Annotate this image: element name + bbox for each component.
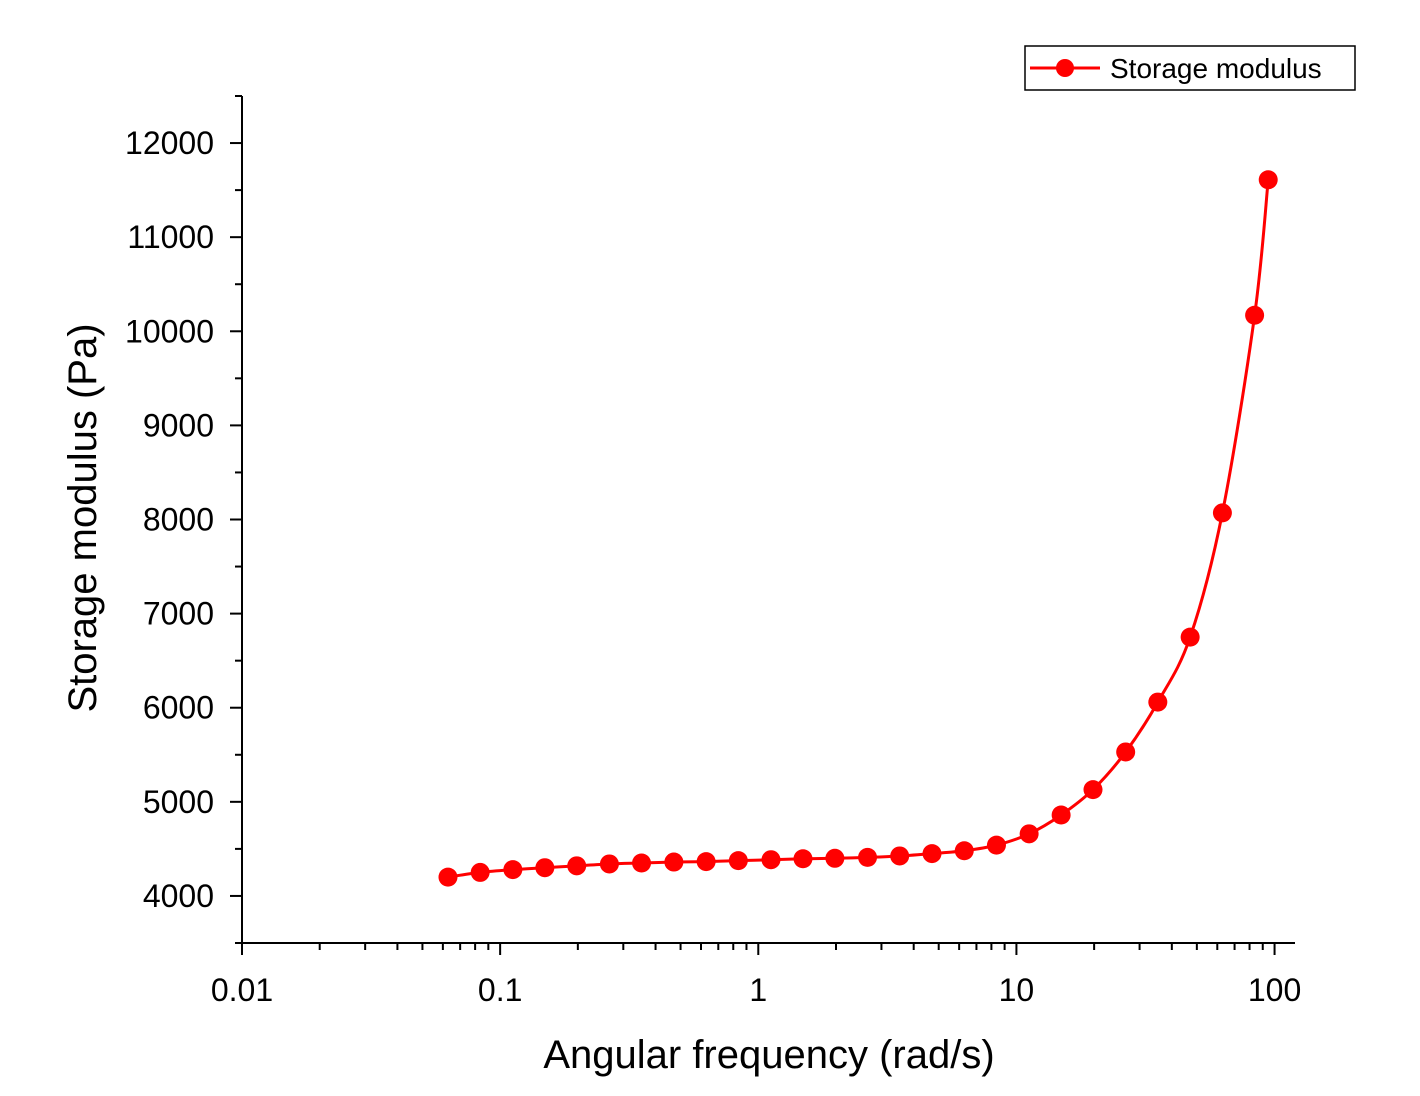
data-point bbox=[858, 847, 878, 867]
data-point bbox=[438, 867, 458, 887]
x-ticks: 0.01 0.1 1 10 100 bbox=[211, 943, 1301, 1008]
x-tick-label: 0.1 bbox=[478, 972, 522, 1008]
y-tick-label: 10000 bbox=[125, 313, 214, 349]
data-point bbox=[599, 854, 619, 874]
data-point bbox=[696, 852, 716, 872]
y-tick-label: 12000 bbox=[125, 125, 214, 161]
y-tick-label: 8000 bbox=[143, 502, 214, 538]
data-point bbox=[503, 860, 523, 880]
series-line bbox=[447, 179, 1270, 879]
data-point bbox=[535, 858, 555, 878]
data-point bbox=[761, 850, 781, 870]
data-point bbox=[890, 846, 910, 866]
x-tick-label: 10 bbox=[999, 972, 1035, 1008]
y-ticks: 4000 5000 6000 7000 8000 9000 10000 11000 12000 bbox=[125, 95, 242, 944]
y-tick-label: 6000 bbox=[143, 690, 214, 726]
x-tick-label: 0.01 bbox=[211, 972, 273, 1008]
legend-label: Storage modulus bbox=[1110, 53, 1322, 84]
x-tick-label: 100 bbox=[1248, 972, 1301, 1008]
x-axis-title: Angular frequency (rad/s) bbox=[543, 1033, 994, 1077]
legend: Storage modulus bbox=[1024, 45, 1356, 91]
data-point bbox=[922, 844, 942, 864]
axes bbox=[241, 96, 1295, 944]
data-point bbox=[1148, 692, 1168, 712]
data-point bbox=[664, 852, 684, 872]
data-point bbox=[1116, 742, 1136, 762]
data-point bbox=[728, 851, 748, 871]
y-tick-label: 4000 bbox=[143, 878, 214, 914]
x-tick-label: 1 bbox=[749, 972, 767, 1008]
data-point bbox=[1019, 824, 1039, 844]
data-point bbox=[1245, 305, 1265, 325]
data-point bbox=[1051, 805, 1071, 825]
y-tick-label: 9000 bbox=[143, 407, 214, 443]
y-tick-label: 5000 bbox=[143, 784, 214, 820]
data-point bbox=[986, 835, 1006, 855]
data-point bbox=[1180, 627, 1200, 647]
data-point bbox=[470, 862, 490, 882]
data-point bbox=[1258, 170, 1278, 190]
series-layer bbox=[438, 170, 1278, 887]
data-point bbox=[1212, 503, 1232, 523]
data-point bbox=[632, 853, 652, 873]
data-point bbox=[567, 856, 587, 876]
data-point bbox=[954, 841, 974, 861]
legend-marker bbox=[1056, 59, 1074, 77]
y-axis-title: Storage modulus (Pa) bbox=[61, 323, 105, 712]
data-point bbox=[793, 849, 813, 869]
data-point bbox=[1083, 780, 1103, 800]
y-tick-label: 11000 bbox=[127, 219, 214, 255]
y-tick-label: 7000 bbox=[143, 596, 214, 632]
data-point bbox=[825, 848, 845, 868]
